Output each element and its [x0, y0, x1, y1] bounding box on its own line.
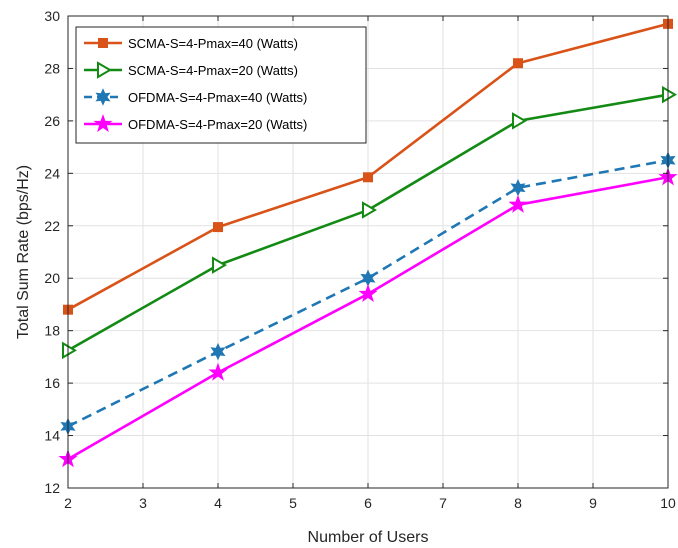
y-tick-label: 16: [44, 375, 60, 391]
y-tick-label: 22: [44, 218, 60, 234]
x-tick-label: 5: [289, 495, 297, 511]
y-axis-label: Total Sum Rate (bps/Hz): [15, 165, 32, 339]
y-tick-label: 26: [44, 113, 60, 129]
y-tick-label: 30: [44, 8, 60, 24]
legend-marker: [97, 61, 112, 79]
x-tick-label: 8: [514, 495, 522, 511]
legend-marker: [95, 88, 111, 106]
data-point-marker: [508, 194, 528, 213]
data-point-marker: [212, 256, 227, 274]
x-tick-label: 2: [64, 495, 72, 511]
data-point-marker: [208, 362, 228, 381]
data-point-marker: [210, 342, 226, 361]
data-point-marker: [512, 112, 527, 130]
y-tick-label: 28: [44, 60, 60, 76]
y-tick-label: 24: [44, 165, 60, 181]
data-point-marker: [362, 201, 377, 219]
y-tick-label: 14: [44, 428, 60, 444]
axis-ticks: 2 3 4 5 6 7 8 9 10 12 14 16 18 20 22 24 26 28 30: [44, 8, 676, 511]
legend-marker: [93, 113, 113, 133]
x-tick-label: 3: [139, 495, 147, 511]
legend-label: SCMA-S=4-Pmax=20 (Watts): [128, 63, 298, 78]
x-tick-label: 4: [214, 495, 222, 511]
legend: SCMA-S=4-Pmax=40 (Watts) SCMA-S=4-Pmax=20…: [75, 26, 367, 144]
y-tick-label: 18: [44, 323, 60, 339]
data-point-marker: [213, 222, 223, 233]
x-tick-label: 10: [660, 495, 676, 511]
legend-entry: OFDMA-S=4-Pmax=20 (Watts): [84, 113, 307, 133]
legend-box: [75, 26, 367, 144]
data-point-marker: [363, 172, 373, 183]
legend-entry: SCMA-S=4-Pmax=40 (Watts): [84, 36, 298, 51]
data-point-marker: [62, 341, 77, 360]
data-point-marker: [662, 85, 677, 104]
legend-label: OFDMA-S=4-Pmax=40 (Watts): [128, 90, 307, 105]
y-tick-label: 12: [44, 480, 60, 496]
legend-marker: [98, 38, 108, 48]
legend-entry: SCMA-S=4-Pmax=20 (Watts): [84, 61, 298, 79]
x-tick-label: 6: [364, 495, 372, 511]
series-line: [67, 158, 669, 428]
x-tick-label: 7: [439, 495, 447, 511]
x-tick-label: 9: [589, 495, 597, 511]
series-2: [62, 85, 677, 360]
legend-entry: OFDMA-S=4-Pmax=40 (Watts): [84, 88, 307, 106]
data-point-marker: [358, 283, 378, 303]
x-axis-label: Number of Users: [308, 529, 429, 546]
y-tick-label: 20: [44, 270, 60, 286]
legend-label: OFDMA-S=4-Pmax=20 (Watts): [128, 117, 307, 132]
data-point-marker: [513, 58, 523, 69]
legend-label: SCMA-S=4-Pmax=40 (Watts): [128, 36, 298, 51]
